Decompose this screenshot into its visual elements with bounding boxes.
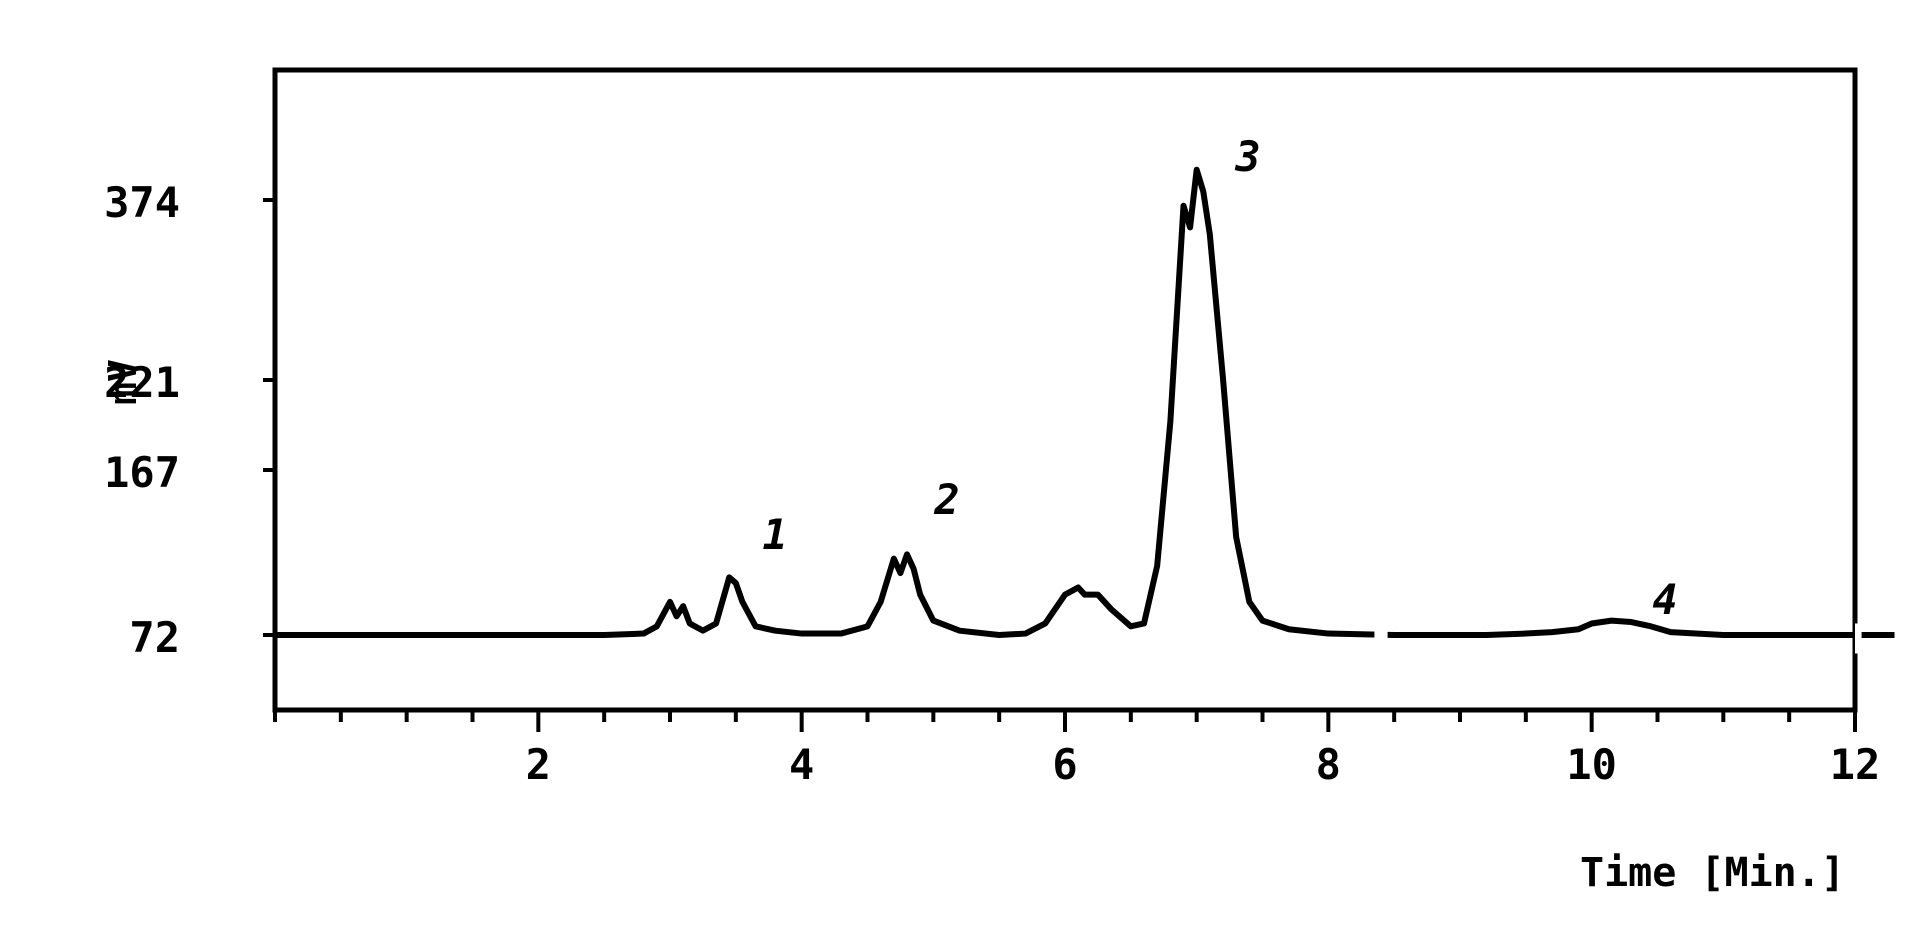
y-tick-label: 221 — [104, 358, 180, 407]
peak-label-2: 2 — [934, 475, 959, 524]
trace-break — [1855, 623, 1862, 653]
x-tick-label: 6 — [1052, 740, 1077, 789]
peak-label-4: 4 — [1652, 575, 1677, 624]
x-tick-label: 2 — [526, 740, 551, 789]
peak-label-1: 1 — [762, 510, 787, 559]
y-tick-label: 72 — [129, 613, 180, 662]
plot-border — [275, 70, 1855, 710]
x-tick-label: 12 — [1830, 740, 1881, 789]
x-tick-label: 4 — [789, 740, 814, 789]
x-tick-label: 10 — [1566, 740, 1617, 789]
trace-break — [1374, 623, 1387, 653]
peak-label-3: 3 — [1235, 132, 1260, 181]
y-tick-label: 374 — [104, 178, 180, 227]
chart-svg — [80, 40, 1900, 860]
x-tick-label: 8 — [1316, 740, 1341, 789]
y-tick-label: 167 — [104, 448, 180, 497]
chromatogram-chart: mV Time [Min.] 72167221374246810121234 — [80, 40, 1900, 860]
